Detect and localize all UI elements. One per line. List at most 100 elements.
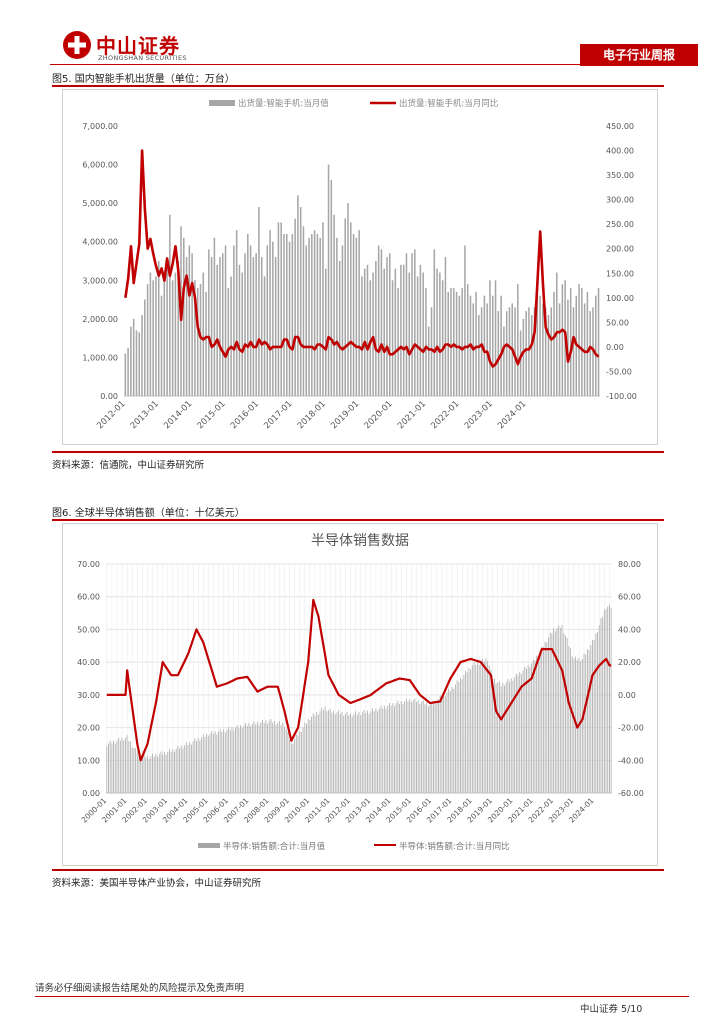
bar xyxy=(465,670,467,793)
bar xyxy=(363,710,365,793)
bar xyxy=(123,740,125,793)
bar xyxy=(131,747,133,793)
bar xyxy=(343,715,345,793)
bar xyxy=(108,743,109,793)
bar xyxy=(360,715,362,793)
bar xyxy=(169,214,171,396)
bar xyxy=(347,203,349,396)
bar xyxy=(214,731,216,793)
bar xyxy=(262,719,263,793)
legend-label-line: 出货量:智能手机:当月同比 xyxy=(399,98,498,109)
bar xyxy=(106,746,108,793)
bar xyxy=(441,280,444,396)
bar xyxy=(285,729,287,793)
bar xyxy=(394,706,395,793)
bar xyxy=(483,295,486,396)
bar xyxy=(208,249,210,396)
bar xyxy=(194,280,196,396)
bar xyxy=(414,698,416,793)
y-right-tick-label: -20.00 xyxy=(618,724,644,733)
bar xyxy=(336,237,338,396)
bar xyxy=(427,326,430,396)
bar xyxy=(219,728,221,793)
bar xyxy=(519,671,521,793)
bar xyxy=(449,690,451,793)
bar xyxy=(464,245,466,396)
bar xyxy=(411,253,413,396)
bar xyxy=(286,234,288,396)
bar xyxy=(436,702,438,793)
chart-title: 半导体销售数据 xyxy=(311,533,409,549)
page-number: 中山证券 5/10 xyxy=(580,1004,643,1015)
bar xyxy=(397,700,399,793)
bar xyxy=(258,724,260,793)
bar xyxy=(150,756,152,793)
bar xyxy=(289,740,291,793)
bar xyxy=(410,702,412,793)
bar xyxy=(554,631,556,793)
bar xyxy=(414,249,416,396)
y-left-tick-label: 3,000.00 xyxy=(82,276,118,285)
bar xyxy=(126,735,128,793)
figure-5-bottom-rule xyxy=(52,451,664,453)
bar xyxy=(528,307,530,396)
bar xyxy=(385,708,387,793)
bar xyxy=(522,670,524,793)
bar xyxy=(480,661,482,793)
bar xyxy=(531,663,533,793)
bar xyxy=(268,721,270,793)
bar xyxy=(128,741,130,793)
bar xyxy=(427,706,429,793)
bar xyxy=(339,713,341,793)
bar xyxy=(463,674,465,793)
bar xyxy=(157,756,159,793)
bar xyxy=(561,625,563,793)
bar xyxy=(148,758,150,793)
y-right-tick-label: 400.00 xyxy=(606,147,634,156)
bar xyxy=(207,736,209,793)
bar xyxy=(230,276,232,396)
bar xyxy=(589,311,591,396)
bar xyxy=(439,695,441,793)
figure-5-top-rule xyxy=(52,85,664,87)
bar xyxy=(533,307,536,396)
bar xyxy=(330,180,333,396)
bar xyxy=(514,307,516,396)
y-left-tick-label: 10.00 xyxy=(77,756,100,765)
bar xyxy=(571,656,573,793)
bar xyxy=(502,682,504,793)
bar xyxy=(432,704,434,793)
bar xyxy=(361,712,363,793)
bar xyxy=(291,234,294,396)
bar xyxy=(270,719,272,793)
bar xyxy=(419,704,421,793)
bar xyxy=(133,747,135,793)
bar xyxy=(525,311,527,396)
bar xyxy=(267,723,269,793)
x-tick-label: 2018-01 xyxy=(296,399,328,431)
bar xyxy=(514,677,516,793)
bar xyxy=(311,716,313,793)
logo-text: 中山证券 xyxy=(96,34,180,58)
bar xyxy=(297,735,299,793)
bar xyxy=(476,662,478,793)
bar xyxy=(586,649,588,793)
bar xyxy=(333,710,335,793)
bar xyxy=(568,645,570,793)
bar xyxy=(439,272,441,396)
x-tick-label: 2020-01 xyxy=(363,399,395,431)
bar xyxy=(419,264,422,396)
bar xyxy=(348,715,350,793)
bar xyxy=(473,662,475,793)
figure-6-source: 资料来源：美国半导体产业协会，中山证券研究所 xyxy=(52,878,262,889)
bar xyxy=(515,673,517,793)
bar xyxy=(260,257,263,396)
y-left-tick-label: 30.00 xyxy=(77,691,100,700)
bar xyxy=(244,253,246,396)
bar xyxy=(238,264,241,396)
bar xyxy=(397,288,399,396)
bar xyxy=(388,702,390,793)
bar xyxy=(121,737,123,793)
y-left-tick-label: 6,000.00 xyxy=(82,161,118,170)
bar xyxy=(375,261,377,396)
